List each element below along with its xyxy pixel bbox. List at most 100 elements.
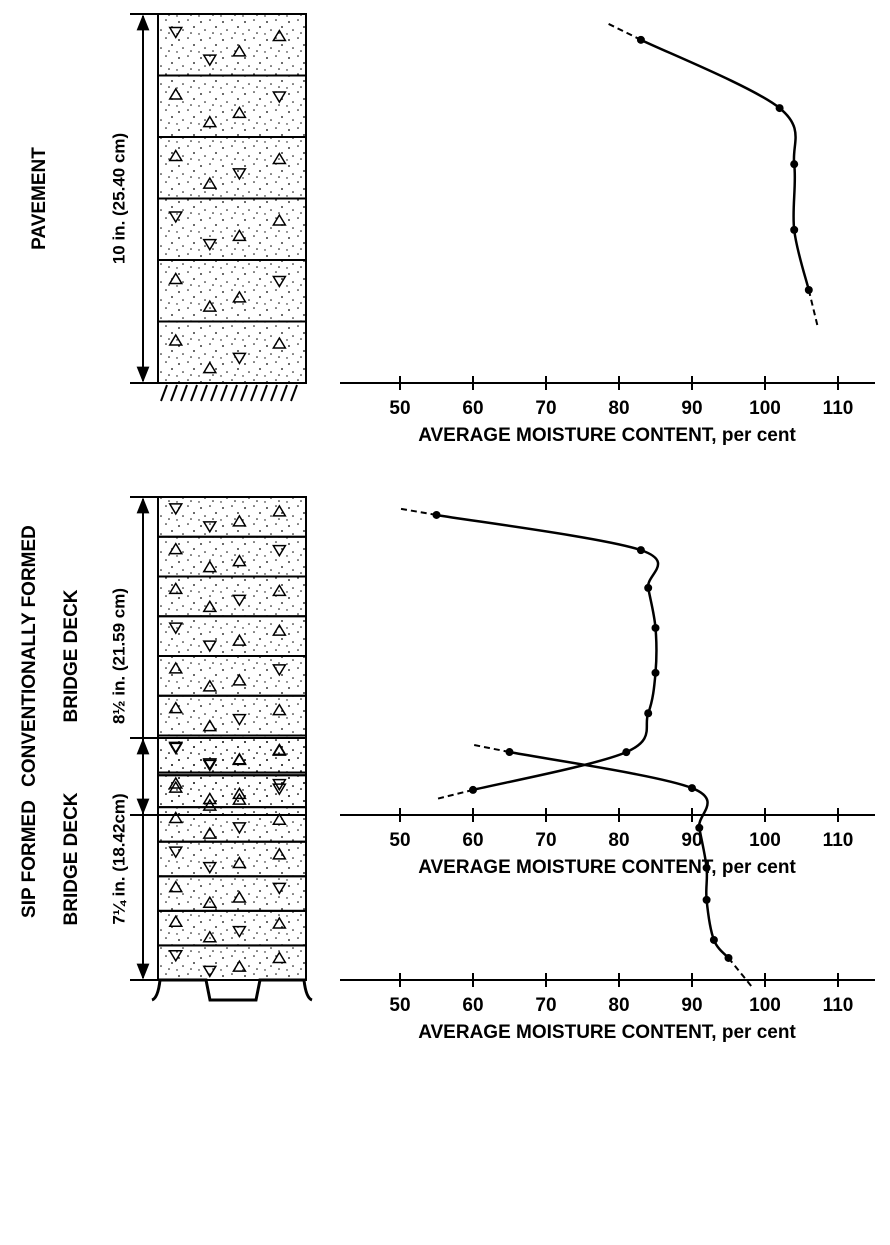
x-tick-label: 90: [681, 398, 702, 419]
x-tick-label: 60: [462, 995, 483, 1016]
aggregate: [272, 623, 287, 636]
data-point: [804, 286, 813, 295]
data-point: [702, 895, 711, 904]
data-point: [644, 709, 653, 718]
x-tick-label: 70: [535, 995, 556, 1016]
data-point: [709, 935, 718, 944]
aggregate: [272, 152, 287, 165]
aggregate: [202, 965, 218, 978]
aggregate: [232, 925, 247, 939]
aggregate: [202, 299, 218, 312]
slab-layer: [157, 320, 307, 384]
aggregate: [272, 544, 287, 558]
aggregate: [232, 290, 247, 303]
x-tick-label: 60: [462, 830, 483, 851]
aggregate: [272, 29, 287, 42]
aggregate: [202, 115, 218, 128]
data-point: [432, 510, 441, 519]
aggregate: [232, 633, 247, 646]
x-tick-label: 70: [535, 398, 556, 419]
data-point: [622, 748, 631, 757]
aggregate: [168, 148, 184, 162]
x-tick-label: 80: [608, 995, 629, 1016]
thickness-label: 8½ in. (21.59 cm): [109, 588, 128, 724]
aggregate: [272, 703, 287, 716]
aggregate: [168, 846, 184, 859]
data-point: [505, 748, 514, 757]
aggregate: [202, 560, 218, 573]
thickness-label: 7¼ in. (18.42cm): [109, 793, 128, 924]
x-tick-label: 90: [681, 830, 702, 851]
x-tick-label: 100: [749, 995, 781, 1016]
aggregate: [272, 504, 287, 517]
slab-layer: [157, 655, 307, 697]
slab-layer: [157, 615, 307, 657]
data-point: [636, 35, 645, 44]
slab-layer: [157, 136, 307, 200]
data-point: [790, 225, 799, 234]
aggregate: [232, 168, 247, 181]
data-point: [644, 583, 653, 592]
aggregate: [232, 752, 247, 765]
aggregate: [232, 352, 247, 365]
aggregate: [272, 882, 287, 895]
aggregate: [232, 673, 247, 686]
aggregate: [202, 599, 218, 613]
data-point: [651, 623, 660, 632]
aggregate: [272, 583, 287, 597]
extrapolation: [396, 507, 437, 516]
aggregate: [232, 890, 247, 903]
data-point: [651, 668, 660, 677]
aggregate: [232, 105, 247, 119]
aggregate: [272, 664, 287, 677]
aggregate: [272, 336, 287, 349]
slab-layer: [157, 535, 307, 578]
data-point: [469, 785, 477, 794]
aggregate: [168, 26, 184, 39]
aggregate: [168, 880, 184, 893]
data-point: [790, 160, 799, 169]
aggregate: [202, 758, 218, 771]
x-tick-label: 110: [823, 398, 854, 419]
aggregate: [168, 581, 184, 595]
data-point: [688, 784, 696, 793]
slab-layer: [157, 197, 307, 261]
x-tick-label: 50: [389, 830, 410, 851]
slab-layer: [157, 259, 307, 323]
aggregate: [168, 701, 184, 714]
moisture-curve: [509, 750, 730, 959]
slab-layer: [157, 74, 307, 138]
aggregate: [232, 554, 247, 567]
aggregate: [168, 503, 184, 516]
thickness-label: 10 in. (25.40 cm): [109, 133, 128, 264]
aggregate: [272, 213, 287, 226]
x-tick-label: 110: [823, 830, 854, 851]
extrapolation: [727, 957, 755, 990]
aggregate: [168, 211, 184, 224]
x-axis-label: AVERAGE MOISTURE CONTENT, per cent: [418, 1022, 796, 1043]
aggregate: [168, 333, 184, 346]
aggregate: [202, 361, 218, 374]
data-point: [636, 546, 645, 555]
aggregate: [168, 542, 184, 555]
x-axis-label: AVERAGE MOISTURE CONTENT, per cent: [418, 857, 796, 878]
aggregate: [168, 661, 184, 674]
extrapolation: [807, 289, 820, 330]
aggregate: [168, 271, 184, 285]
x-tick-label: 90: [681, 995, 702, 1016]
aggregate: [232, 959, 247, 972]
data-point: [695, 823, 704, 832]
x-tick-label: 100: [749, 398, 781, 419]
slab-layer: [157, 575, 307, 618]
aggregate: [202, 792, 218, 805]
moisture-curve: [640, 38, 811, 291]
aggregate: [202, 679, 218, 692]
aggregate: [232, 228, 247, 242]
slab-layer: [157, 694, 307, 737]
aggregate: [202, 861, 218, 875]
aggregate: [272, 778, 287, 792]
x-tick-label: 80: [608, 830, 629, 851]
extrapolation: [470, 743, 510, 754]
aggregate: [272, 743, 287, 756]
